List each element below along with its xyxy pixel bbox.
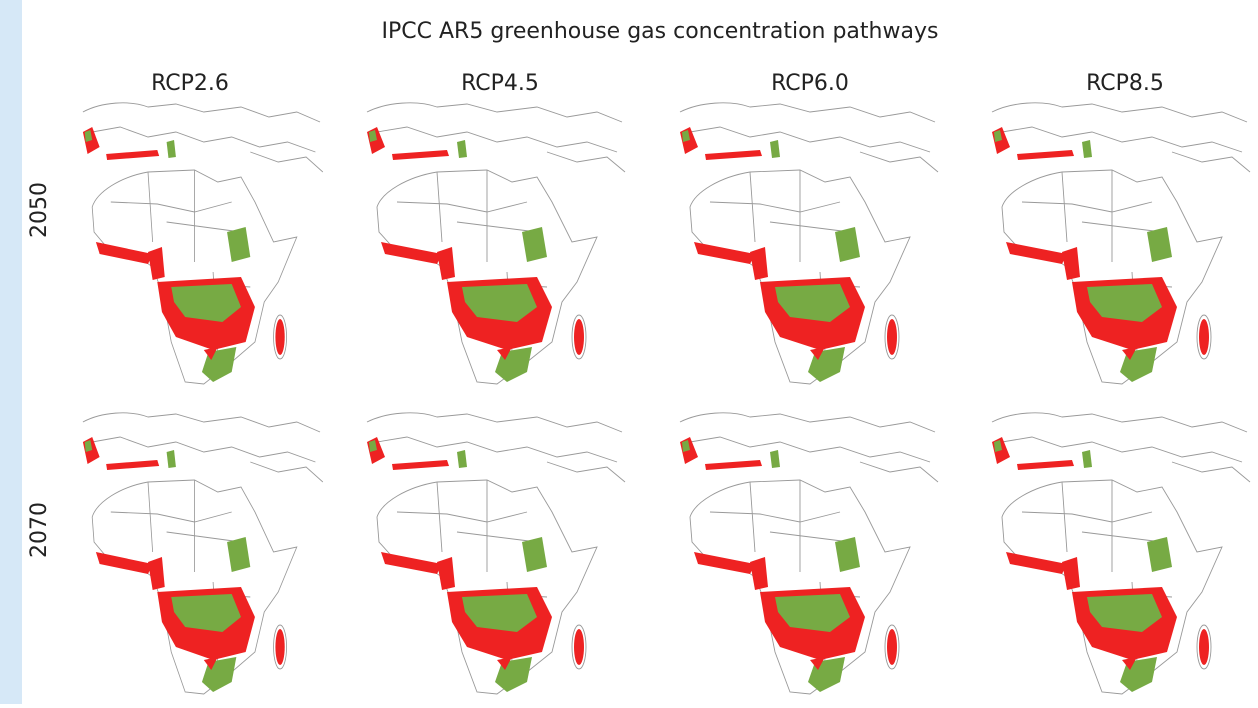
map-panel	[962, 402, 1252, 702]
row-label: 2050	[27, 182, 52, 238]
map-panels	[55, 92, 1252, 702]
sidebar	[0, 0, 22, 704]
map-panel	[650, 402, 940, 702]
map-panel	[55, 402, 325, 702]
row-label: 2070	[27, 502, 52, 558]
map-panel	[962, 92, 1252, 392]
map-panel	[55, 92, 325, 392]
map-panel	[337, 402, 627, 702]
map-panel	[650, 92, 940, 392]
map-panel	[337, 92, 627, 392]
figure-title: IPCC AR5 greenhouse gas concentration pa…	[382, 19, 939, 44]
figure: IPCC AR5 greenhouse gas concentration pa…	[0, 0, 1258, 704]
